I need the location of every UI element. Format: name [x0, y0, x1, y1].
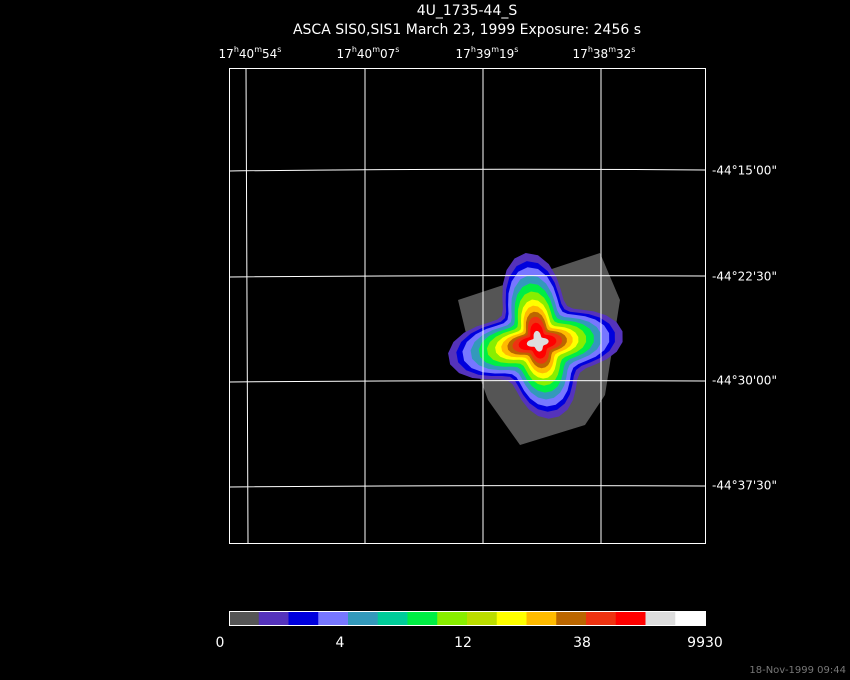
colorbar-label: 12: [454, 635, 472, 651]
colorbar-label: 9930: [687, 635, 723, 651]
title: 4U_1735-44_S: [417, 3, 518, 19]
colorbar-label: 4: [336, 635, 345, 651]
ra-label-part: m: [491, 45, 499, 54]
colorbar-cell: [645, 611, 676, 625]
ra-label-part: 17: [337, 47, 352, 61]
subtitle: ASCA SIS0,SIS1 March 23, 1999 Exposure: …: [293, 22, 641, 38]
dec-label: -44°30'00": [712, 374, 777, 388]
ra-label-part: 39: [476, 47, 491, 61]
ra-label-part: 40: [357, 47, 372, 61]
ra-label-part: 07: [380, 47, 395, 61]
ra-label-part: 17: [219, 47, 234, 61]
source-image: [448, 253, 623, 445]
dec-label: -44°22'30": [712, 270, 777, 284]
coordinate-grid: [228, 67, 706, 544]
ra-label-part: 54: [262, 47, 277, 61]
colorbar-cell: [407, 611, 438, 625]
colorbar-cell: [556, 611, 587, 625]
ra-label-part: 17: [573, 47, 588, 61]
colorbar-cell: [229, 611, 260, 625]
ra-label-part: h: [234, 45, 239, 54]
ra-label: 17h39m19s: [456, 45, 519, 61]
dec-label: -44°15'00": [712, 164, 777, 178]
timestamp: 18-Nov-1999 09:44: [749, 665, 846, 676]
colorbar-cell: [318, 611, 349, 625]
ra-label: 17h38m32s: [573, 45, 636, 61]
colorbar-cell: [377, 611, 408, 625]
ra-label: 17h40m07s: [337, 45, 400, 61]
colorbar-cell: [675, 611, 706, 625]
colorbar: 0 4 12 38 9930: [216, 611, 723, 651]
ra-label-part: 17: [456, 47, 471, 61]
colorbar-cell: [288, 611, 319, 625]
ra-label: 17h40m54s: [219, 45, 282, 61]
ra-label-part: 38: [593, 47, 608, 61]
plot-frame: [229, 68, 706, 544]
colorbar-cell: [258, 611, 289, 625]
colorbar-label: 0: [216, 635, 225, 651]
ra-label-part: h: [352, 45, 357, 54]
colorbar-cell: [348, 611, 379, 625]
dec-label: -44°37'30": [712, 479, 777, 493]
colorbar-cell: [467, 611, 498, 625]
ra-label-part: 19: [499, 47, 514, 61]
ra-label-part: m: [254, 45, 262, 54]
intensity-contour: [526, 330, 549, 352]
ra-label-part: h: [588, 45, 593, 54]
ra-label-part: s: [395, 45, 399, 54]
colorbar-cell: [586, 611, 617, 625]
ra-label-part: 40: [239, 47, 254, 61]
colorbar-cell: [615, 611, 646, 625]
ra-label-part: m: [372, 45, 380, 54]
colorbar-frame: [229, 611, 706, 626]
ra-label-part: s: [514, 45, 518, 54]
colorbar-cell: [496, 611, 527, 625]
colorbar-cell: [437, 611, 468, 625]
ra-label-part: 32: [616, 47, 631, 61]
colorbar-cell: [526, 611, 557, 625]
ra-label-part: h: [471, 45, 476, 54]
ra-label-part: s: [277, 45, 281, 54]
colorbar-label: 38: [573, 635, 591, 651]
ra-label-part: m: [608, 45, 616, 54]
ra-label-part: s: [631, 45, 635, 54]
